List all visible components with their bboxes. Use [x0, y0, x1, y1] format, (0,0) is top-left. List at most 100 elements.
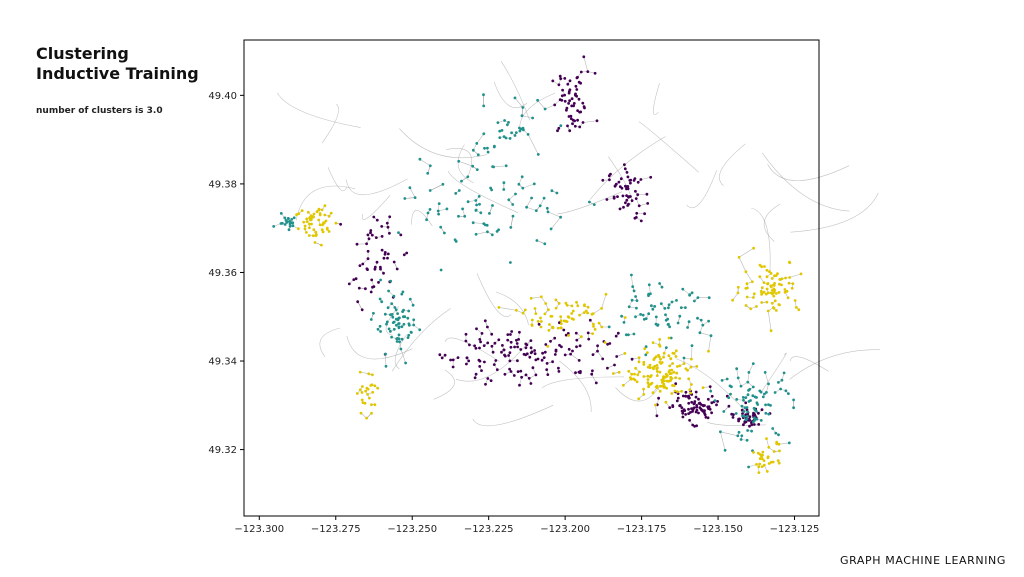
cluster-node-2	[457, 189, 461, 192]
cluster-node-2	[635, 299, 639, 302]
cluster-node-2	[372, 311, 375, 315]
cluster-node-1	[544, 343, 548, 346]
graph-edge	[536, 240, 545, 245]
cluster-node-2	[676, 321, 680, 325]
cluster-node-1	[683, 409, 687, 412]
cluster-node-1	[625, 185, 628, 189]
cluster-node-1	[443, 353, 447, 357]
cluster-node-2	[639, 313, 642, 316]
cluster-node-3	[612, 372, 615, 375]
cluster-node-1	[557, 370, 561, 373]
cluster-node-2	[517, 182, 521, 186]
cluster-node-3	[323, 204, 327, 208]
cluster-node-3	[530, 318, 534, 322]
cluster-node-2	[392, 327, 396, 331]
cluster-node-1	[681, 415, 685, 419]
cluster-node-3	[689, 391, 692, 395]
cluster-node-3	[565, 303, 569, 307]
cluster-node-1	[370, 233, 374, 237]
cluster-node-1	[617, 180, 621, 184]
cluster-node-3	[360, 398, 364, 402]
cluster-node-1	[508, 351, 512, 355]
cluster-node-3	[658, 338, 662, 341]
cluster-node-2	[379, 278, 382, 282]
cluster-node-2	[391, 315, 395, 319]
cluster-node-2	[764, 411, 768, 415]
cluster-node-2	[385, 320, 389, 324]
cluster-node-3	[311, 215, 315, 219]
cluster-node-1	[542, 356, 546, 359]
cluster-node-2	[404, 361, 407, 365]
cluster-node-2	[767, 412, 771, 416]
cluster-node-2	[428, 208, 432, 211]
cluster-node-3	[654, 403, 657, 407]
cluster-node-3	[788, 276, 792, 279]
cluster-node-3	[689, 365, 693, 369]
graph-edge	[430, 184, 444, 191]
cluster-node-1	[508, 359, 512, 363]
cluster-node-1	[579, 110, 583, 114]
cluster-node-3	[673, 389, 677, 393]
cluster-node-3	[746, 286, 749, 290]
cluster-node-2	[627, 333, 630, 337]
cluster-node-3	[564, 301, 568, 305]
cluster-node-1	[366, 268, 369, 271]
cluster-node-1	[386, 256, 389, 260]
cluster-node-3	[570, 312, 574, 315]
cluster-node-2	[735, 367, 739, 371]
cluster-node-1	[570, 104, 574, 108]
cluster-node-3	[320, 228, 324, 232]
cluster-node-3	[661, 380, 664, 384]
cluster-node-1	[372, 215, 376, 219]
cluster-node-1	[561, 88, 564, 92]
cluster-node-2	[592, 203, 596, 207]
cluster-node-2	[504, 164, 508, 168]
cluster-node-3	[539, 325, 543, 329]
cluster-node-3	[799, 272, 803, 276]
cluster-node-2	[454, 240, 458, 243]
cluster-node-2	[746, 414, 749, 418]
cluster-node-1	[527, 376, 531, 380]
cluster-node-2	[709, 389, 713, 393]
cluster-node-3	[575, 300, 578, 304]
cluster-node-2	[543, 107, 547, 111]
cluster-node-3	[690, 357, 693, 361]
cluster-node-3	[736, 285, 740, 289]
cluster-node-3	[646, 374, 650, 378]
cluster-node-2	[394, 317, 398, 321]
graph-edge	[493, 81, 528, 108]
y-tick-label: 49.34	[208, 357, 237, 368]
cluster-node-2	[279, 212, 283, 215]
cluster-node-1	[484, 382, 487, 386]
cluster-node-1	[576, 75, 579, 79]
cluster-node-2	[369, 318, 373, 321]
cluster-node-2	[753, 416, 756, 420]
cluster-node-1	[601, 357, 605, 361]
cluster-node-3	[690, 383, 693, 386]
cluster-node-1	[596, 344, 599, 348]
cluster-node-2	[418, 328, 422, 332]
cluster-node-1	[628, 179, 632, 182]
cluster-node-1	[367, 237, 371, 241]
cluster-node-3	[637, 397, 641, 401]
cluster-node-2	[407, 323, 411, 327]
graph-edge	[438, 208, 447, 212]
cluster-node-3	[652, 367, 655, 371]
cluster-node-1	[354, 277, 358, 281]
cluster-node-1	[565, 106, 569, 110]
cluster-node-2	[707, 296, 711, 300]
cluster-node-2	[412, 318, 416, 322]
cluster-node-2	[514, 192, 517, 196]
cluster-node-3	[772, 306, 775, 309]
cluster-node-3	[539, 295, 543, 299]
cluster-node-1	[738, 417, 741, 421]
cluster-node-3	[777, 461, 781, 465]
cluster-node-3	[769, 272, 773, 275]
cluster-node-3	[770, 289, 774, 292]
cluster-node-1	[706, 397, 710, 401]
cluster-node-1	[464, 332, 468, 336]
cluster-node-3	[760, 286, 764, 290]
cluster-node-2	[679, 306, 683, 309]
cluster-node-2	[752, 406, 756, 410]
cluster-node-1	[586, 331, 590, 335]
